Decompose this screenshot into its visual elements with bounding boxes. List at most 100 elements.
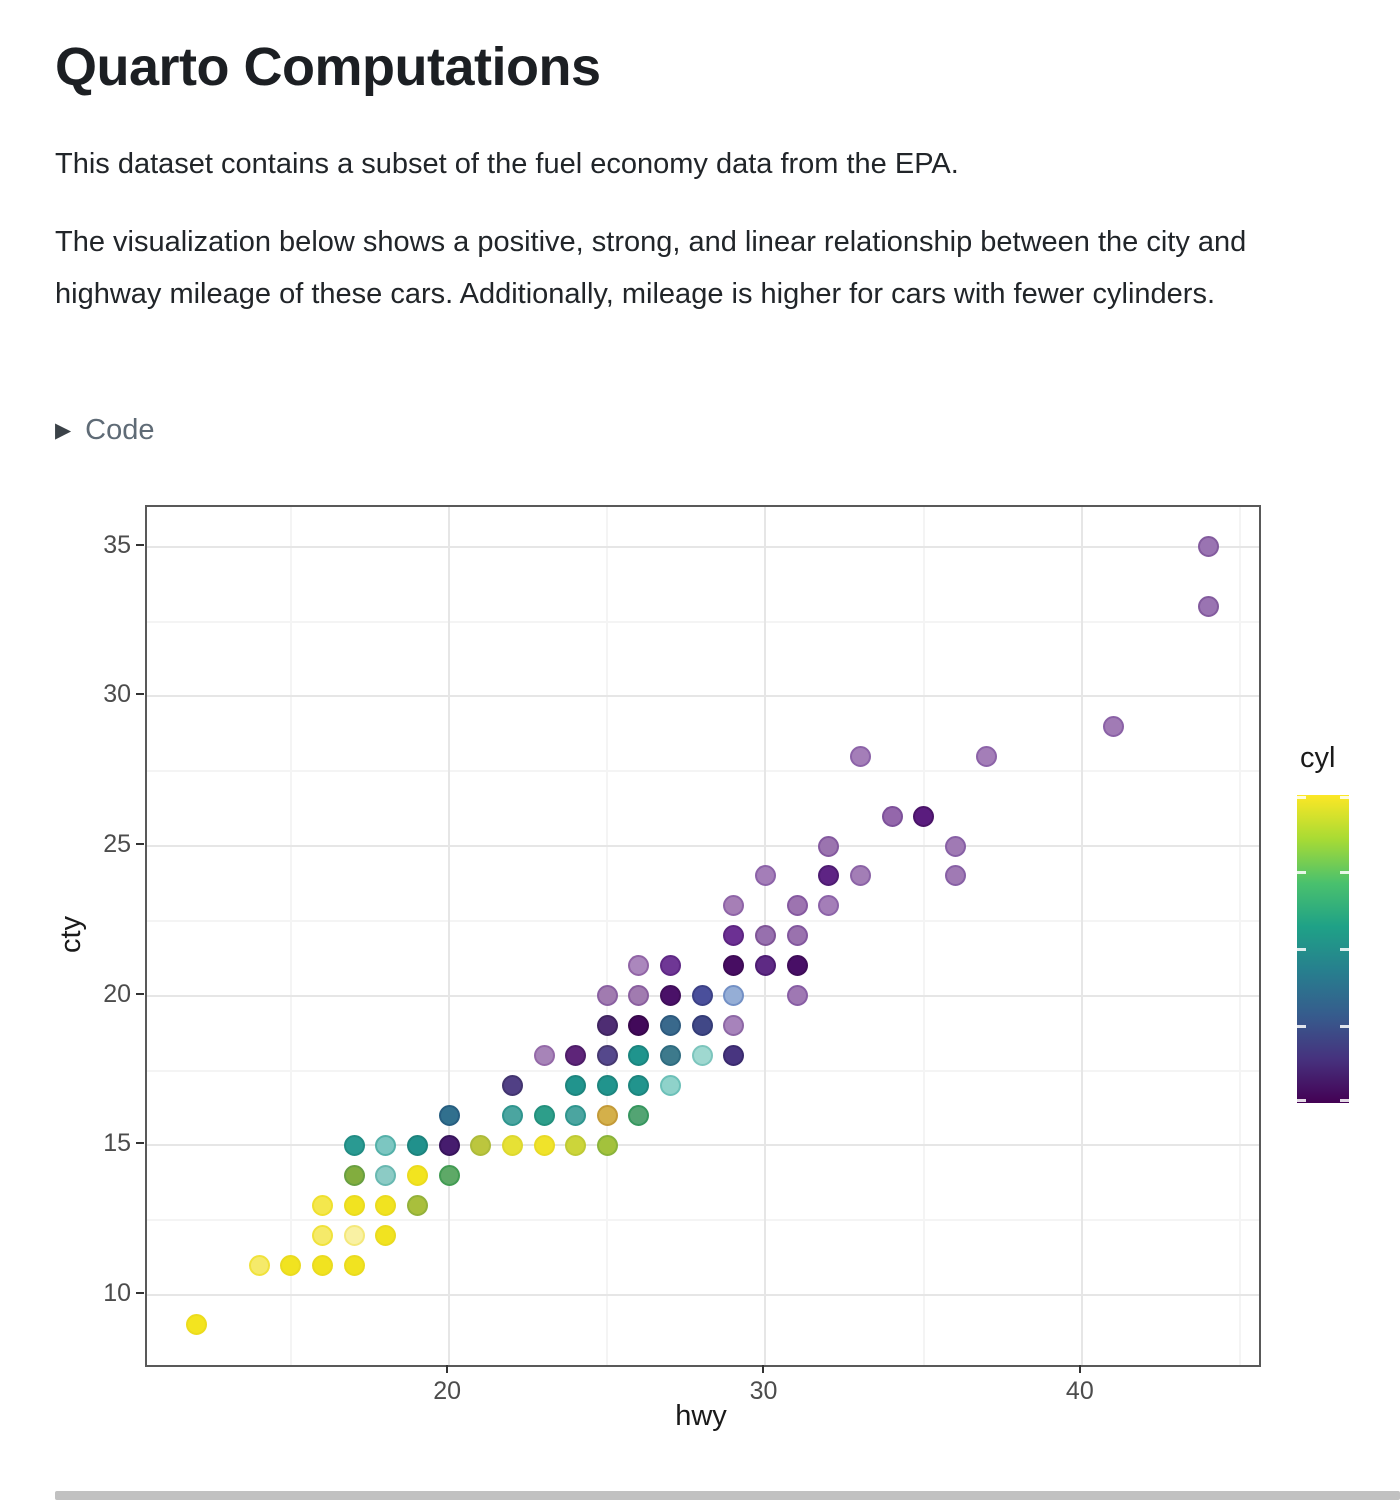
horizontal-scrollbar-thumb[interactable] — [55, 1491, 1400, 1500]
gridline-y-major — [147, 845, 1259, 848]
legend-tick-notch-left — [1297, 796, 1306, 799]
data-point — [343, 1134, 365, 1156]
legend-tick-notch-right — [1340, 1099, 1349, 1102]
data-point — [596, 1045, 618, 1067]
y-axis-tick-label: 35 — [103, 530, 131, 559]
gridline-x-minor — [289, 507, 292, 1365]
data-point — [596, 1134, 618, 1156]
data-point — [786, 955, 808, 977]
y-axis-tick-label: 30 — [103, 680, 131, 709]
data-point — [660, 1074, 682, 1096]
y-axis-tick-label: 20 — [103, 979, 131, 1008]
gridline-x-minor — [922, 507, 925, 1365]
paragraph-dataset: This dataset contains a subset of the fu… — [55, 148, 959, 180]
y-axis-tick-mark — [136, 543, 144, 546]
data-point — [786, 895, 808, 917]
data-point — [438, 1164, 460, 1186]
data-point — [596, 985, 618, 1007]
data-point — [628, 1015, 650, 1037]
data-point — [565, 1074, 587, 1096]
legend-tick-notch-left — [1297, 1024, 1306, 1028]
data-point — [470, 1134, 492, 1156]
data-point — [185, 1314, 207, 1336]
code-fold-toggle[interactable]: ▶ Code — [55, 414, 154, 447]
plot-panel — [145, 505, 1261, 1367]
data-point — [248, 1254, 270, 1276]
gridline-x-minor — [1239, 507, 1242, 1365]
data-point — [660, 1045, 682, 1067]
data-point — [818, 865, 840, 887]
data-point — [786, 925, 808, 947]
data-point — [406, 1194, 428, 1216]
data-point — [406, 1164, 428, 1186]
data-point — [786, 985, 808, 1007]
y-axis-tick-mark — [136, 693, 144, 696]
data-point — [375, 1164, 397, 1186]
data-point — [723, 1015, 745, 1037]
y-axis-tick-mark — [136, 992, 144, 995]
y-axis-tick-label: 15 — [103, 1129, 131, 1158]
x-axis-title: hwy — [675, 1400, 727, 1432]
data-point — [312, 1194, 334, 1216]
data-point — [754, 865, 776, 887]
legend-tick-notch-right — [1340, 796, 1349, 799]
x-axis-tick-label: 20 — [433, 1377, 462, 1405]
y-axis-title: cty — [55, 915, 88, 953]
legend-tick-notch-right — [1340, 1024, 1349, 1028]
data-point — [565, 1045, 587, 1067]
data-point — [628, 1104, 650, 1126]
code-fold-label: Code — [85, 414, 155, 446]
gridline-y-minor — [147, 770, 1259, 773]
data-point — [533, 1134, 555, 1156]
data-point — [691, 985, 713, 1007]
data-point — [818, 895, 840, 917]
data-point — [628, 985, 650, 1007]
gridline-y-major — [147, 994, 1259, 997]
data-point — [691, 1045, 713, 1067]
data-point — [976, 745, 998, 767]
y-axis-tick-mark — [136, 843, 144, 846]
x-axis-tick-label: 30 — [749, 1377, 778, 1405]
data-point — [312, 1224, 334, 1246]
paragraph-visualization: The visualization below shows a positive… — [55, 226, 1247, 311]
gridline-x-major — [1080, 507, 1083, 1365]
legend-tick-notch-left — [1297, 947, 1306, 951]
data-point — [533, 1045, 555, 1067]
data-point — [723, 985, 745, 1007]
data-point — [660, 1015, 682, 1037]
gridline-x-minor — [606, 507, 609, 1365]
data-point — [280, 1254, 302, 1276]
data-point — [596, 1104, 618, 1126]
gridline-y-minor — [147, 919, 1259, 922]
data-point — [343, 1194, 365, 1216]
y-axis-tick-label: 10 — [103, 1278, 131, 1307]
data-point — [723, 895, 745, 917]
data-point — [406, 1134, 428, 1156]
data-point — [375, 1134, 397, 1156]
disclosure-triangle-icon: ▶ — [55, 419, 72, 442]
x-axis-tick-label: 40 — [1065, 1377, 1094, 1405]
gridline-y-minor — [147, 1069, 1259, 1072]
data-point — [944, 865, 966, 887]
data-point — [913, 805, 935, 827]
data-point — [533, 1104, 555, 1126]
data-point — [375, 1224, 397, 1246]
data-point — [723, 955, 745, 977]
gridline-x-major — [448, 507, 451, 1365]
legend-title: cyl — [1300, 742, 1336, 774]
data-point — [723, 1045, 745, 1067]
data-point — [438, 1134, 460, 1156]
data-point — [375, 1194, 397, 1216]
page-title: Quarto Computations — [55, 37, 601, 97]
data-point — [501, 1074, 523, 1096]
legend-tick-notch-left — [1297, 870, 1306, 874]
data-point — [849, 745, 871, 767]
data-point — [1197, 596, 1219, 618]
data-point — [1197, 536, 1219, 558]
data-point — [596, 1015, 618, 1037]
data-point — [343, 1224, 365, 1246]
gridline-y-major — [147, 545, 1259, 548]
gridline-y-major — [147, 1293, 1259, 1296]
y-axis-tick-mark — [136, 1142, 144, 1145]
gridline-y-minor — [147, 620, 1259, 623]
